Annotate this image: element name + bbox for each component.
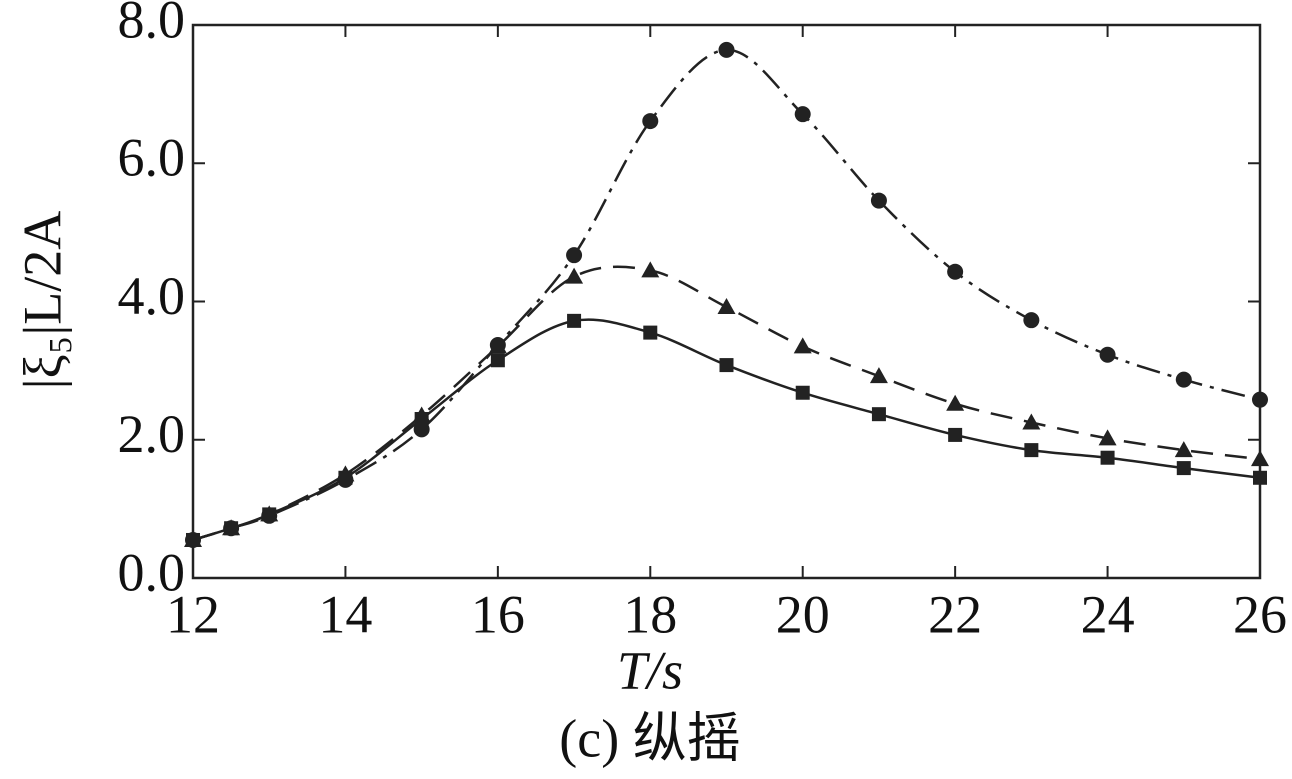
marker: [870, 192, 887, 209]
x-tick-label: 14: [318, 584, 372, 644]
caption: (c) 纵摇: [559, 708, 740, 768]
marker: [413, 421, 430, 438]
marker: [948, 427, 963, 442]
marker: [1098, 429, 1117, 446]
marker: [1251, 450, 1269, 467]
x-tick-label: 12: [166, 584, 220, 644]
marker: [642, 113, 659, 130]
marker: [223, 520, 240, 537]
marker: [1100, 450, 1115, 465]
marker: [412, 406, 431, 423]
x-tick-label: 22: [928, 584, 982, 644]
series-line: [192, 48, 1261, 542]
marker: [869, 367, 888, 384]
marker: [565, 267, 584, 284]
marker: [567, 313, 582, 328]
marker: [1176, 461, 1191, 476]
marker: [643, 325, 658, 340]
marker: [1174, 441, 1193, 458]
y-tick-label: 4.0: [118, 266, 186, 326]
marker: [1099, 346, 1116, 363]
marker: [1022, 413, 1041, 430]
marker: [717, 298, 736, 315]
marker: [793, 337, 812, 354]
y-tick-label: 8.0: [118, 0, 186, 49]
y-tick-label: 2.0: [118, 404, 186, 464]
marker: [946, 394, 965, 411]
marker: [794, 106, 811, 123]
y-tick-label: 6.0: [118, 128, 186, 188]
marker: [795, 385, 810, 400]
marker: [185, 531, 201, 548]
x-tick-label: 26: [1233, 584, 1287, 644]
marker: [641, 261, 660, 278]
marker: [566, 247, 583, 264]
y-axis-label: |ξ₅|L/2A: [12, 211, 72, 390]
x-tick-label: 16: [471, 584, 525, 644]
marker: [337, 471, 354, 488]
marker: [490, 353, 505, 368]
y-tick-label: 0.0: [118, 542, 186, 602]
marker: [1252, 391, 1268, 408]
marker: [871, 407, 886, 422]
marker: [1175, 371, 1192, 388]
marker: [489, 337, 506, 354]
marker: [947, 263, 964, 280]
marker: [1024, 443, 1039, 458]
marker: [1023, 312, 1040, 329]
x-tick-label: 20: [776, 584, 830, 644]
x-tick-label: 18: [623, 584, 677, 644]
marker: [261, 507, 278, 524]
series-line: [192, 265, 1261, 542]
marker: [718, 41, 735, 58]
marker: [1253, 470, 1267, 485]
marker: [719, 358, 734, 373]
x-tick-label: 24: [1081, 584, 1135, 644]
x-axis-label: T/s: [617, 640, 683, 700]
